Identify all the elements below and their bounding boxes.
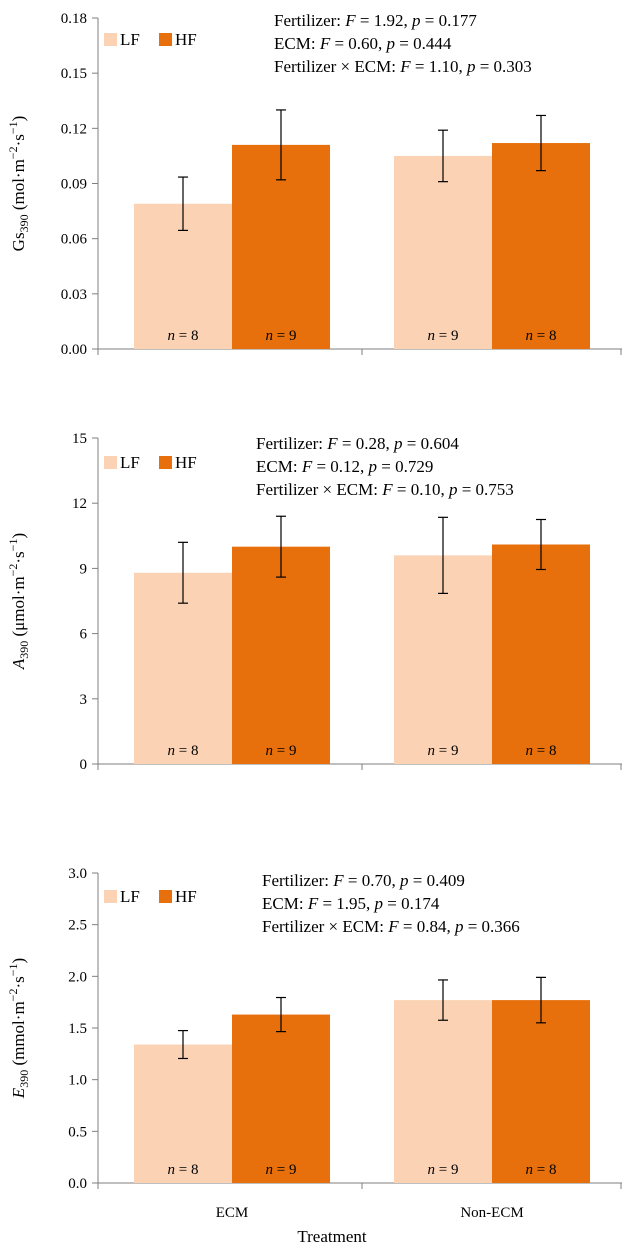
n-label: n = 9	[428, 1162, 459, 1178]
n-label: n = 8	[526, 743, 557, 759]
legend-swatch-hf	[159, 456, 172, 469]
n-label: n = 9	[266, 743, 297, 759]
bar-lf-non-ecm	[394, 155, 492, 349]
y-tick-label: 0.0	[68, 1176, 87, 1192]
bar-hf-ecm	[232, 1014, 330, 1183]
legend: LF HF	[104, 453, 197, 472]
legend-label-lf: LF	[120, 887, 140, 906]
stats-line: ECM: F = 0.12, p = 0.729	[256, 457, 433, 476]
y-axis-label: E390 (mmol·m−2·s−1)	[6, 958, 31, 1099]
legend-label-hf: HF	[175, 453, 197, 472]
stats-line: Fertilizer: F = 1.92, p = 0.177	[274, 11, 477, 30]
n-label: n = 9	[266, 1162, 297, 1178]
y-tick-label: 2.0	[68, 969, 87, 985]
y-tick-label: 0.18	[61, 11, 87, 27]
legend-swatch-hf	[159, 33, 172, 46]
y-tick-label: 12	[72, 496, 87, 512]
bar-lf-ecm	[134, 1044, 232, 1183]
legend-label-hf: HF	[175, 887, 197, 906]
stats-line: Fertilizer × ECM: F = 0.84, p = 0.366	[262, 917, 520, 936]
chart-panel-e: 0.0 0.5 1.0 1.5 2.0 2.5 3.0 n = 8 n = 9 n = 9 n = …	[6, 866, 622, 1246]
y-tick-label: 0.06	[61, 232, 88, 248]
chart-panel-gs: 0.00 0.03 0.06 0.09 0.12 0.15 0.18 n = 8 n = 9 n …	[6, 11, 622, 358]
n-label: n = 8	[168, 1162, 199, 1178]
n-label: n = 8	[168, 743, 199, 759]
y-tick-label: 0.03	[61, 287, 87, 303]
legend: LF HF	[104, 887, 197, 906]
stats-line: Fertilizer: F = 0.70, p = 0.409	[262, 871, 465, 890]
y-tick-label: 0.15	[61, 66, 87, 82]
y-tick-label: 3.0	[68, 866, 87, 882]
n-label: n = 9	[428, 328, 459, 344]
y-tick-label: 0.5	[68, 1124, 87, 1140]
bar-hf-non-ecm	[492, 544, 590, 764]
y-tick-label: 15	[72, 431, 87, 447]
legend-swatch-lf	[104, 456, 117, 469]
n-label: n = 8	[526, 1162, 557, 1178]
x-tick-label: Non-ECM	[460, 1205, 523, 1221]
y-tick-label: 6	[80, 627, 88, 643]
legend-swatch-lf	[104, 890, 117, 903]
bar-hf-non-ecm	[492, 143, 590, 349]
y-tick-label: 0.09	[61, 177, 87, 193]
bar-lf-non-ecm	[394, 1000, 492, 1183]
legend-label-lf: LF	[120, 453, 140, 472]
legend-label-hf: HF	[175, 30, 197, 49]
y-tick-label: 9	[80, 561, 88, 577]
legend-swatch-hf	[159, 890, 172, 903]
legend-label-lf: LF	[120, 30, 140, 49]
n-label: n = 8	[168, 328, 199, 344]
y-tick-label: 2.5	[68, 918, 87, 934]
y-tick-label: 0	[80, 757, 88, 773]
legend-swatch-lf	[104, 33, 117, 46]
x-axis-title: Treatment	[297, 1227, 367, 1246]
y-tick-label: 3	[80, 692, 88, 708]
y-axis-label: Gs390 (mol·m−2·s−1)	[6, 116, 31, 252]
bar-lf-ecm	[134, 572, 232, 764]
y-axis-label: A390 (μmol·m−2·s−1)	[6, 533, 31, 670]
n-label: n = 9	[428, 743, 459, 759]
stats-line: ECM: F = 1.95, p = 0.174	[262, 894, 440, 913]
y-tick-label: 0.12	[61, 121, 87, 137]
n-label: n = 9	[266, 328, 297, 344]
legend: LF HF	[104, 30, 197, 49]
y-tick-label: 1.5	[68, 1021, 87, 1037]
stats-line: Fertilizer: F = 0.28, p = 0.604	[256, 434, 459, 453]
x-tick-label: ECM	[216, 1205, 249, 1221]
bar-hf-ecm	[232, 546, 330, 764]
stats-line: ECM: F = 0.60, p = 0.444	[274, 34, 452, 53]
stats-line: Fertilizer × ECM: F = 0.10, p = 0.753	[256, 480, 514, 499]
y-tick-label: 1.0	[68, 1073, 87, 1089]
y-tick-label: 0.00	[61, 342, 87, 358]
chart-panel-a: 0 3 6 9 12 15 n = 8 n = 9 n = 9 n = 8 LF HF Fertiliz…	[6, 431, 622, 773]
bar-hf-non-ecm	[492, 1000, 590, 1183]
n-label: n = 8	[526, 328, 557, 344]
stats-line: Fertilizer × ECM: F = 1.10, p = 0.303	[274, 57, 532, 76]
